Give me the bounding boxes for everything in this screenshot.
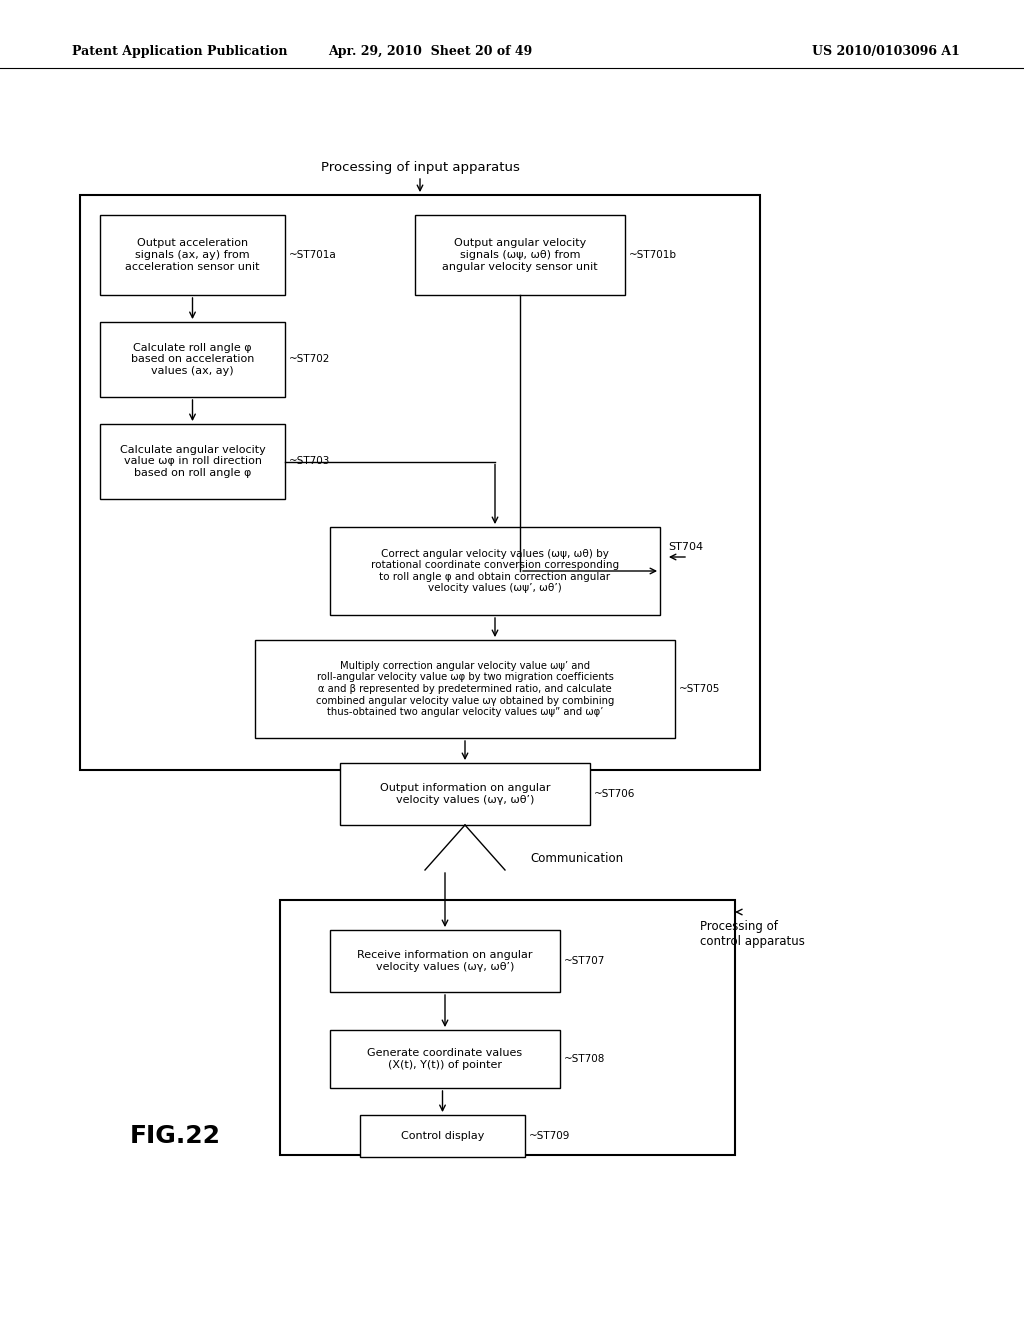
Text: Communication: Communication <box>530 851 624 865</box>
Text: ~ST708: ~ST708 <box>564 1053 605 1064</box>
Text: ~ST701a: ~ST701a <box>289 249 337 260</box>
Text: ST704: ST704 <box>668 543 703 552</box>
Text: Output angular velocity
signals (ωψ, ωθ) from
angular velocity sensor unit: Output angular velocity signals (ωψ, ωθ)… <box>442 239 598 272</box>
Text: Apr. 29, 2010  Sheet 20 of 49: Apr. 29, 2010 Sheet 20 of 49 <box>328 45 532 58</box>
Text: US 2010/0103096 A1: US 2010/0103096 A1 <box>812 45 961 58</box>
Text: Correct angular velocity values (ωψ, ωθ) by
rotational coordinate conversion cor: Correct angular velocity values (ωψ, ωθ)… <box>371 549 620 594</box>
Text: Calculate roll angle φ
based on acceleration
values (ax, ay): Calculate roll angle φ based on accelera… <box>131 343 254 376</box>
Text: Patent Application Publication: Patent Application Publication <box>72 45 288 58</box>
Bar <box>280 900 735 1155</box>
Text: ~ST701b: ~ST701b <box>629 249 677 260</box>
Text: Processing of input apparatus: Processing of input apparatus <box>321 161 519 174</box>
Text: Generate coordinate values
(X(t), Y(t)) of pointer: Generate coordinate values (X(t), Y(t)) … <box>368 1048 522 1069</box>
Bar <box>415 215 625 294</box>
Bar <box>100 424 285 499</box>
Bar <box>360 1115 525 1158</box>
Text: Control display: Control display <box>400 1131 484 1140</box>
Bar <box>330 1030 560 1088</box>
Bar <box>100 322 285 397</box>
Bar <box>330 931 560 993</box>
Bar <box>100 215 285 294</box>
Bar <box>340 763 590 825</box>
Text: ~ST702: ~ST702 <box>289 355 331 364</box>
Text: Processing of
control apparatus: Processing of control apparatus <box>700 920 805 948</box>
Text: Calculate angular velocity
value ωφ in roll direction
based on roll angle φ: Calculate angular velocity value ωφ in r… <box>120 445 265 478</box>
Bar <box>80 195 760 770</box>
Text: Output information on angular
velocity values (ωγ, ωθ’): Output information on angular velocity v… <box>380 783 550 805</box>
Text: ~ST707: ~ST707 <box>564 956 605 966</box>
Text: ~ST703: ~ST703 <box>289 457 331 466</box>
Text: ~ST709: ~ST709 <box>529 1131 570 1140</box>
Bar <box>330 527 660 615</box>
Text: Receive information on angular
velocity values (ωγ, ωθ’): Receive information on angular velocity … <box>357 950 532 972</box>
Text: FIG.22: FIG.22 <box>129 1125 220 1148</box>
Text: ~ST706: ~ST706 <box>594 789 635 799</box>
Text: ~ST705: ~ST705 <box>679 684 720 694</box>
Text: Multiply correction angular velocity value ωψ’ and
roll-angular velocity value ω: Multiply correction angular velocity val… <box>315 661 614 717</box>
Bar <box>255 640 675 738</box>
Text: Output acceleration
signals (ax, ay) from
acceleration sensor unit: Output acceleration signals (ax, ay) fro… <box>125 239 260 272</box>
